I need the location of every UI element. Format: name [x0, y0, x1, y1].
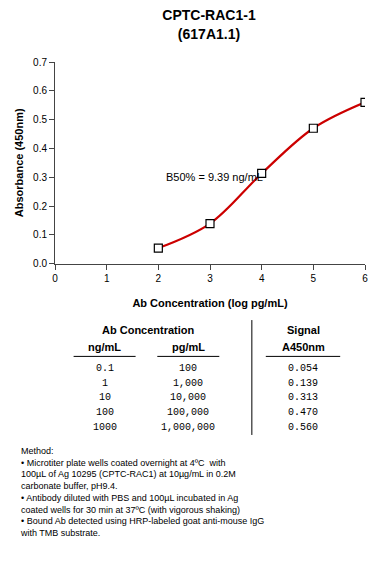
svg-text:0.0: 0.0 [33, 258, 47, 269]
svg-text:B50% = 9.39 ng/mL: B50% = 9.39 ng/mL [166, 171, 263, 183]
svg-text:3: 3 [207, 273, 213, 284]
svg-text:10: 10 [99, 392, 111, 403]
svg-text:0.2: 0.2 [33, 201, 47, 212]
svg-text:CPTC-RAC1-1(617A1.1): CPTC-RAC1-1(617A1.1) [162, 7, 256, 41]
svg-text:0.5: 0.5 [33, 114, 47, 125]
svg-text:0.1: 0.1 [96, 363, 114, 374]
svg-text:0.054: 0.054 [288, 363, 318, 374]
svg-text:0.139: 0.139 [288, 378, 318, 389]
svg-text:1: 1 [104, 273, 110, 284]
svg-text:0.470: 0.470 [288, 407, 318, 418]
svg-text:1,000: 1,000 [173, 378, 203, 389]
svg-text:100: 100 [179, 363, 197, 374]
svg-text:100: 100 [96, 407, 114, 418]
svg-text:6: 6 [362, 273, 368, 284]
svg-text:0.7: 0.7 [33, 57, 47, 68]
svg-text:10,000: 10,000 [170, 392, 206, 403]
svg-text:ng/mL: ng/mL [88, 341, 121, 353]
svg-text:Ab Concentration: Ab Concentration [102, 324, 195, 336]
svg-text:A450nm: A450nm [282, 341, 325, 353]
svg-text:5: 5 [311, 273, 317, 284]
svg-text:1,000,000: 1,000,000 [161, 422, 215, 433]
svg-text:0.560: 0.560 [288, 422, 318, 433]
svg-text:Signal: Signal [287, 324, 320, 336]
svg-text:0.1: 0.1 [33, 229, 47, 240]
svg-text:pg/mL: pg/mL [172, 341, 205, 353]
svg-text:1000: 1000 [93, 422, 117, 433]
svg-text:0.313: 0.313 [288, 392, 318, 403]
svg-text:100,000: 100,000 [167, 407, 209, 418]
svg-text:0: 0 [52, 273, 58, 284]
svg-text:0.6: 0.6 [33, 85, 47, 96]
svg-text:Absorbance (450nm): Absorbance (450nm) [13, 108, 25, 217]
svg-text:0.3: 0.3 [33, 172, 47, 183]
svg-text:2: 2 [156, 273, 162, 284]
svg-text:4: 4 [259, 273, 265, 284]
svg-text:1: 1 [102, 378, 108, 389]
svg-text:0.4: 0.4 [33, 143, 47, 154]
svg-text:Method:• Microtiter plate well: Method:• Microtiter plate wells coated o… [20, 446, 264, 538]
svg-text:Ab Concentration (log pg/mL): Ab Concentration (log pg/mL) [132, 297, 288, 309]
